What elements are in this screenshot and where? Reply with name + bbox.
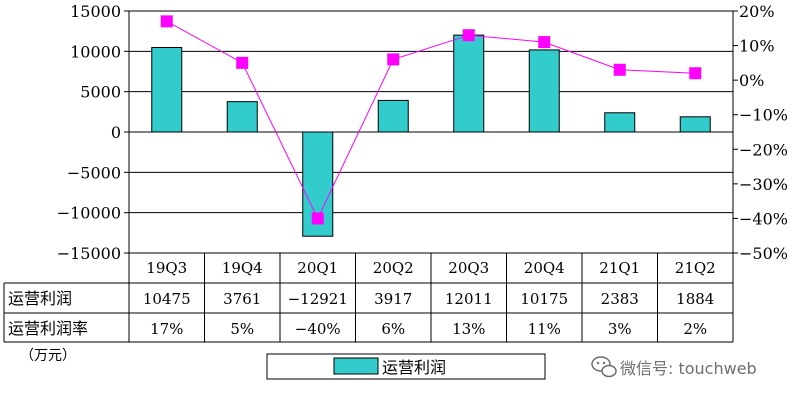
line-marker <box>387 53 400 66</box>
category-label: 20Q1 <box>297 259 338 277</box>
table-cell: 10475 <box>143 290 191 308</box>
category-label: 19Q3 <box>146 259 187 277</box>
left-tick-label: 10000 <box>70 42 121 61</box>
line-marker <box>613 63 626 76</box>
line-path <box>166 20 696 220</box>
bar <box>377 99 409 133</box>
line-marker <box>236 56 249 69</box>
table-cell: −40% <box>295 320 341 338</box>
table-cell: 17% <box>150 320 183 338</box>
right-tick-label: 10% <box>739 37 775 56</box>
right-tick-label: −40% <box>739 209 788 228</box>
legend: 运营利润 <box>266 353 546 380</box>
bar-series <box>151 34 711 237</box>
line-series <box>160 15 702 225</box>
table-cell: 13% <box>452 320 485 338</box>
category-label: 19Q4 <box>222 259 263 277</box>
table-cell: 1884 <box>676 290 714 308</box>
table-cell: 3917 <box>374 290 412 308</box>
left-tick-label: −10000 <box>57 204 121 223</box>
table-cell: 3% <box>608 320 632 338</box>
legend-box <box>266 353 546 380</box>
left-tick-label: −5000 <box>67 163 121 182</box>
category-label: 21Q2 <box>675 259 716 277</box>
legend-swatch <box>333 357 379 375</box>
table-cell: 10175 <box>520 290 568 308</box>
line-marker <box>689 67 702 80</box>
left-tick-label: −15000 <box>57 244 121 263</box>
right-tick-label: −50% <box>739 244 788 263</box>
watermark-text: 微信号: touchweb <box>620 359 757 378</box>
right-tick-label: −10% <box>739 106 788 125</box>
category-label: 20Q2 <box>373 259 414 277</box>
table-cell: 2383 <box>601 290 639 308</box>
bar <box>679 116 711 133</box>
bar <box>528 49 560 133</box>
table-row-label: 运营利润 <box>8 289 72 308</box>
data-table: 19Q3 19Q4 20Q1 20Q2 20Q3 20Q4 21Q1 21Q2 运营利润 1047… <box>3 252 734 343</box>
table-row-label: 运营利润率 <box>8 319 88 338</box>
left-tick-label: 15000 <box>70 2 121 21</box>
right-axis-ticks: 20% 10% 0% −10% −20% −30% −40% −50% <box>733 2 788 263</box>
right-tick-label: 0% <box>739 71 764 90</box>
category-label: 20Q3 <box>448 259 489 277</box>
table-cell: 11% <box>528 320 561 338</box>
watermark: 微信号: touchweb <box>591 356 757 378</box>
line-marker <box>538 36 551 49</box>
wechat-icon <box>591 356 617 378</box>
table-cell: 2% <box>683 320 707 338</box>
left-tick-label: 5000 <box>80 83 121 102</box>
line-marker <box>311 212 324 225</box>
right-tick-label: 20% <box>739 2 775 21</box>
line-marker <box>462 29 475 42</box>
bar <box>453 34 485 133</box>
line-marker <box>160 15 173 28</box>
left-axis-ticks: 15000 10000 5000 0 −5000 −10000 −15000 <box>57 2 129 263</box>
table-cell: 5% <box>230 320 254 338</box>
category-label: 20Q4 <box>524 259 565 277</box>
bar <box>226 101 258 133</box>
bar <box>151 47 183 133</box>
category-label: 21Q1 <box>599 259 640 277</box>
bar <box>604 112 636 133</box>
table-cell: −12921 <box>288 290 348 308</box>
table-cell: 12011 <box>445 290 493 308</box>
unit-label: （万元） <box>20 348 76 364</box>
left-tick-label: 0 <box>111 123 121 142</box>
legend-label: 运营利润 <box>382 358 446 377</box>
right-tick-label: −30% <box>739 175 788 194</box>
right-tick-label: −20% <box>739 140 788 159</box>
gridlines <box>129 50 733 214</box>
table-cell: 3761 <box>223 290 261 308</box>
table-cell: 6% <box>381 320 405 338</box>
